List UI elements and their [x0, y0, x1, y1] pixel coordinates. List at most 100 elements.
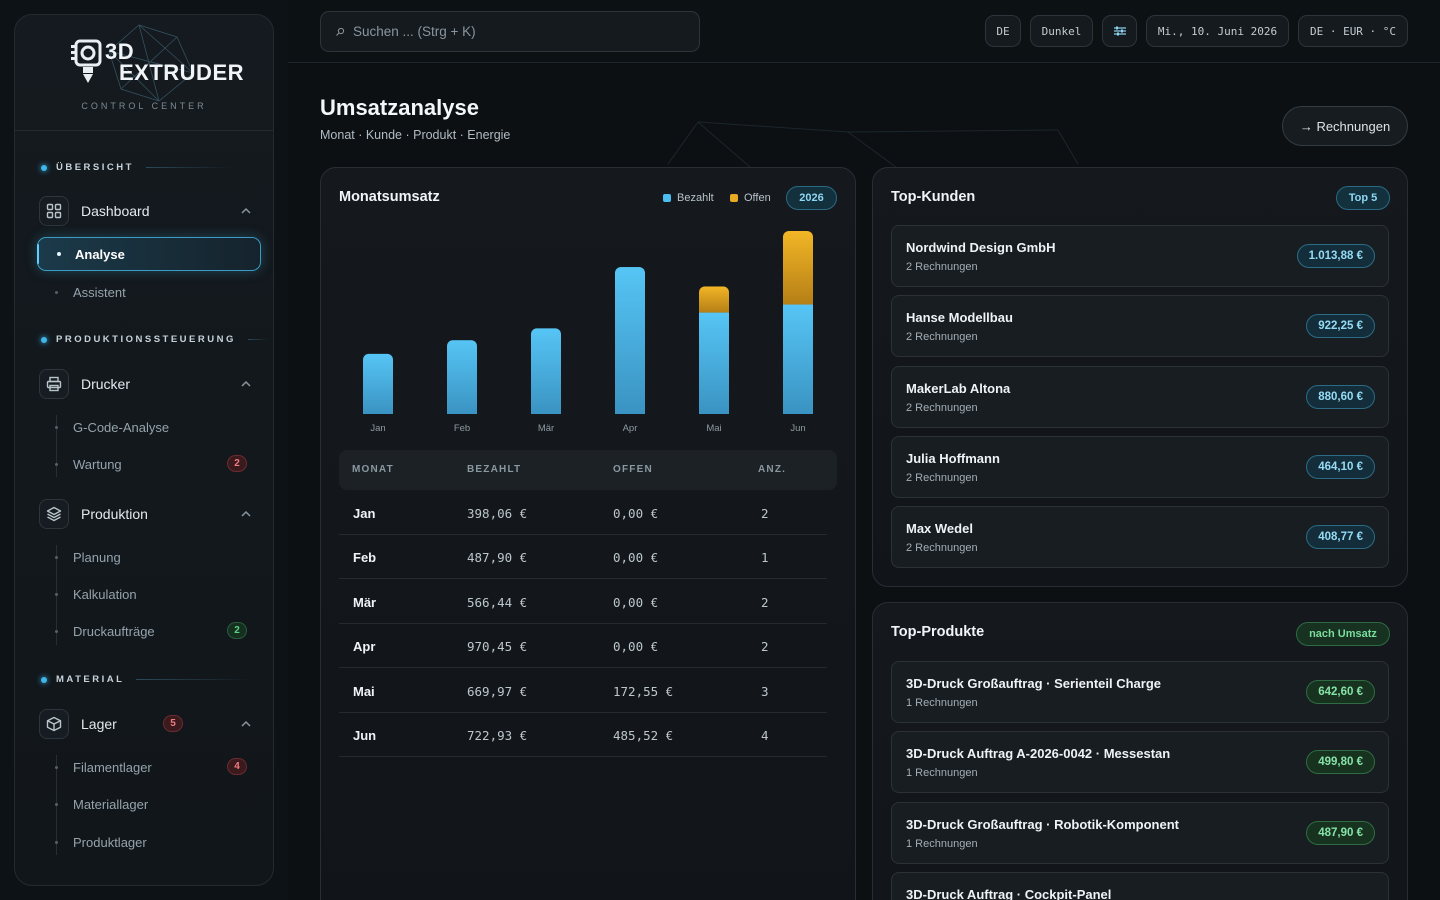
language-button[interactable]: DE: [985, 15, 1021, 47]
sidebar-item-gcode-analyse[interactable]: G-Code-Analyse: [55, 414, 265, 440]
item-subtitle: 1 Rechnungen: [906, 697, 978, 709]
x-tick-label: Mär: [538, 423, 554, 434]
sidebar-item-planung[interactable]: Planung: [55, 544, 265, 570]
nav-group-label: Lager: [81, 716, 117, 732]
bar-segment-paid[interactable]: [783, 304, 813, 414]
nav-group-lager[interactable]: Lager 5: [39, 708, 253, 740]
item-subtitle: 2 Rechnungen: [906, 261, 978, 273]
bar-Mär[interactable]: [531, 328, 561, 414]
bar-segment-paid[interactable]: [531, 328, 561, 414]
legend-paid: Bezahlt: [663, 192, 714, 204]
invoices-button[interactable]: → Rechnungen: [1282, 106, 1408, 146]
year-selector[interactable]: 2026: [786, 186, 837, 210]
nav-group-label: Produktion: [81, 506, 148, 522]
column-header: MONAT: [352, 464, 394, 475]
cell-open: 0,00 €: [613, 506, 659, 521]
chevron-up-icon[interactable]: [239, 717, 253, 731]
search-input[interactable]: [353, 24, 673, 39]
list-item[interactable]: 3D-Druck Auftrag A-2026-0042 · Messestan…: [891, 731, 1389, 794]
legend-open: Offen: [730, 192, 771, 204]
bar-Jun[interactable]: [783, 231, 813, 414]
chevron-up-icon[interactable]: [239, 507, 253, 521]
item-subtitle: 1 Rechnungen: [906, 837, 978, 850]
bar-Jan[interactable]: [363, 353, 393, 414]
section-label-overview: ÜBERSICHT: [41, 162, 232, 173]
search-box[interactable]: [320, 11, 700, 52]
table-row[interactable]: Mär 566,44 € 0,00 € 2: [339, 580, 827, 624]
list-item[interactable]: MakerLab Altona 2 Rechnungen 880,60 €: [891, 365, 1389, 428]
chevron-up-icon[interactable]: [239, 204, 253, 218]
item-name: Nordwind Design GmbH: [906, 240, 1056, 255]
bar-segment-paid[interactable]: [615, 267, 645, 414]
sidebar-item-druckauftraege[interactable]: Druckaufträge 2: [55, 618, 265, 644]
logo-text: 3D EXTRUDER: [105, 39, 245, 85]
cell-open: 0,00 €: [613, 639, 659, 655]
bar-segment-open[interactable]: [699, 286, 729, 313]
sidebar-item-produktlager[interactable]: Produktlager: [55, 829, 265, 855]
table-row[interactable]: Apr 970,45 € 0,00 € 2: [339, 624, 827, 669]
extruder-logo-icon: [71, 39, 102, 83]
top-count-badge: Top 5: [1336, 186, 1390, 210]
sidebar-item-analyse[interactable]: Analyse: [37, 237, 261, 271]
sidebar-item-filamentlager[interactable]: Filamentlager 4: [55, 754, 265, 780]
sidebar-background: 3D EXTRUDER CONTROL CENTER ÜBERSICHT Das…: [0, 0, 288, 900]
cell-month: Mai: [353, 683, 375, 699]
cell-open: 485,52 €: [613, 728, 674, 743]
list-item[interactable]: Julia Hoffmann 2 Rechnungen 464,10 €: [891, 435, 1389, 498]
list-item[interactable]: 3D-Druck Großauftrag · Robotik-Komponent…: [891, 801, 1389, 864]
bar-Mai[interactable]: [699, 286, 729, 414]
card-title: Monatsumsatz: [339, 189, 440, 205]
bar-segment-paid[interactable]: [363, 353, 393, 414]
nav-group-dashboard[interactable]: Dashboard: [39, 195, 253, 227]
cell-count: 1: [761, 550, 769, 566]
table-row[interactable]: Jun 722,93 € 485,52 € 4: [339, 713, 827, 757]
theme-button[interactable]: Dunkel: [1030, 15, 1093, 47]
logo[interactable]: 3D EXTRUDER CONTROL CENTER: [15, 15, 273, 131]
item-name: MakerLab Altona: [906, 380, 1011, 396]
printer-icon: [39, 369, 69, 399]
bar-segment-paid[interactable]: [699, 312, 729, 414]
list-item[interactable]: Hanse Modellbau 2 Rechnungen 922,25 €: [891, 295, 1389, 358]
count-badge: 5: [163, 715, 183, 732]
sidebar-item-wartung[interactable]: Wartung 2: [55, 451, 265, 477]
bar-segment-paid[interactable]: [447, 340, 477, 414]
bar-Feb[interactable]: [447, 340, 477, 414]
sidebar-item-kalkulation[interactable]: Kalkulation: [55, 581, 265, 607]
legend-swatch: [730, 194, 738, 202]
list-item[interactable]: 3D-Druck Auftrag · Cockpit-Panel: [891, 871, 1389, 900]
sidebar-item-materiallager[interactable]: Materiallager: [55, 791, 265, 817]
bar-segment-open[interactable]: [783, 231, 813, 305]
count-badge: 2: [227, 622, 247, 639]
nav-group-drucker[interactable]: Drucker: [39, 368, 253, 400]
date-display[interactable]: Mi., 10. Juni 2026: [1146, 15, 1289, 47]
card-title: Top-Produkte: [891, 624, 985, 640]
cell-month: Mär: [353, 594, 377, 610]
section-dot-icon: [41, 164, 47, 171]
nav-group-produktion[interactable]: Produktion: [39, 498, 253, 530]
table-row[interactable]: Jan 398,06 € 0,00 € 2: [339, 491, 827, 535]
table-row[interactable]: Feb 487,90 € 0,00 € 1: [339, 535, 827, 580]
column-header: OFFEN: [613, 464, 653, 475]
main-content: Umsatzanalyse Monat · Kunde · Produkt · …: [288, 64, 1440, 900]
sidebar-item-assistent[interactable]: Assistent: [55, 279, 265, 305]
locale-selector[interactable]: DE · EUR · °C: [1298, 15, 1408, 47]
list-item[interactable]: Max Wedel 2 Rechnungen 408,77 €: [891, 506, 1389, 569]
list-item[interactable]: Nordwind Design GmbH 2 Rechnungen 1.013,88…: [891, 225, 1389, 287]
nav-group-label: Drucker: [81, 376, 131, 392]
chevron-up-icon[interactable]: [239, 377, 253, 391]
cell-paid: 722,93 €: [467, 728, 528, 743]
bar-Apr[interactable]: [615, 267, 645, 414]
item-name: Julia Hoffmann: [906, 450, 1000, 466]
count-badge: 4: [227, 758, 247, 775]
monthly-revenue-card: Monatsumsatz Bezahlt Offen 2026 Jan Feb Mä…: [320, 167, 856, 900]
table-row[interactable]: Mai 669,97 € 172,55 € 3: [339, 669, 827, 713]
cell-count: 4: [761, 728, 769, 743]
amount-badge: 464,10 €: [1306, 454, 1375, 479]
column-header: BEZAHLT: [467, 464, 522, 475]
item-subtitle: 2 Rechnungen: [906, 331, 978, 344]
cell-open: 0,00 €: [613, 594, 659, 610]
list-item[interactable]: 3D-Druck Großauftrag · Serienteil Charge…: [891, 661, 1389, 723]
cell-month: Apr: [353, 639, 376, 655]
sliders-icon: [1113, 26, 1126, 36]
settings-sliders-button[interactable]: [1102, 15, 1137, 47]
